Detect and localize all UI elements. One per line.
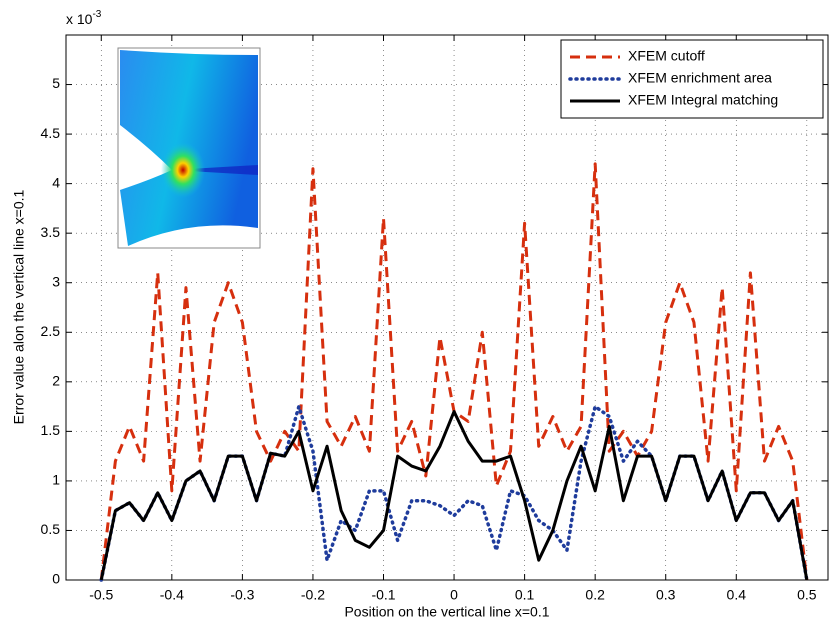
- legend-label: XFEM cutoff: [628, 48, 705, 64]
- y-tick-label: 4.5: [41, 125, 61, 141]
- y-tick-label: 0: [52, 571, 60, 587]
- x-tick-label: -0.5: [89, 587, 113, 603]
- x-tick-label: 0.3: [656, 587, 676, 603]
- series-line: [99, 404, 809, 582]
- y-tick-label: 3: [52, 273, 60, 289]
- x-tick-label: 0.1: [515, 587, 535, 603]
- series-line: [99, 410, 809, 581]
- y-multiplier: x 10-3: [66, 9, 102, 27]
- y-tick-label: 2.5: [41, 323, 61, 339]
- inset-image: [117, 47, 261, 249]
- x-tick-label: 0.2: [585, 587, 605, 603]
- y-tick-label: 4: [52, 174, 60, 190]
- y-tick-label: 2: [52, 373, 60, 389]
- legend-label: XFEM Integral matching: [628, 92, 778, 108]
- x-tick-label: -0.1: [371, 587, 395, 603]
- y-tick-label: 1: [52, 472, 60, 488]
- x-axis-label: Position on the vertical line x=0.1: [344, 604, 549, 620]
- y-tick-label: 0.5: [41, 521, 61, 537]
- y-axis-label: Error value alon the vertical line x=0.1: [11, 189, 27, 424]
- y-tick-label: 5: [52, 75, 60, 91]
- x-tick-label: -0.2: [301, 587, 325, 603]
- legend-label: XFEM enrichment area: [628, 70, 772, 86]
- x-tick-label: 0.5: [797, 587, 817, 603]
- x-tick-label: 0.4: [727, 587, 747, 603]
- x-tick-label: -0.4: [160, 587, 184, 603]
- x-tick-label: -0.3: [230, 587, 254, 603]
- plot-frame: [65, 34, 829, 581]
- y-tick-label: 1.5: [41, 422, 61, 438]
- x-tick-label: 0: [450, 587, 458, 603]
- y-tick-label: 3.5: [41, 224, 61, 240]
